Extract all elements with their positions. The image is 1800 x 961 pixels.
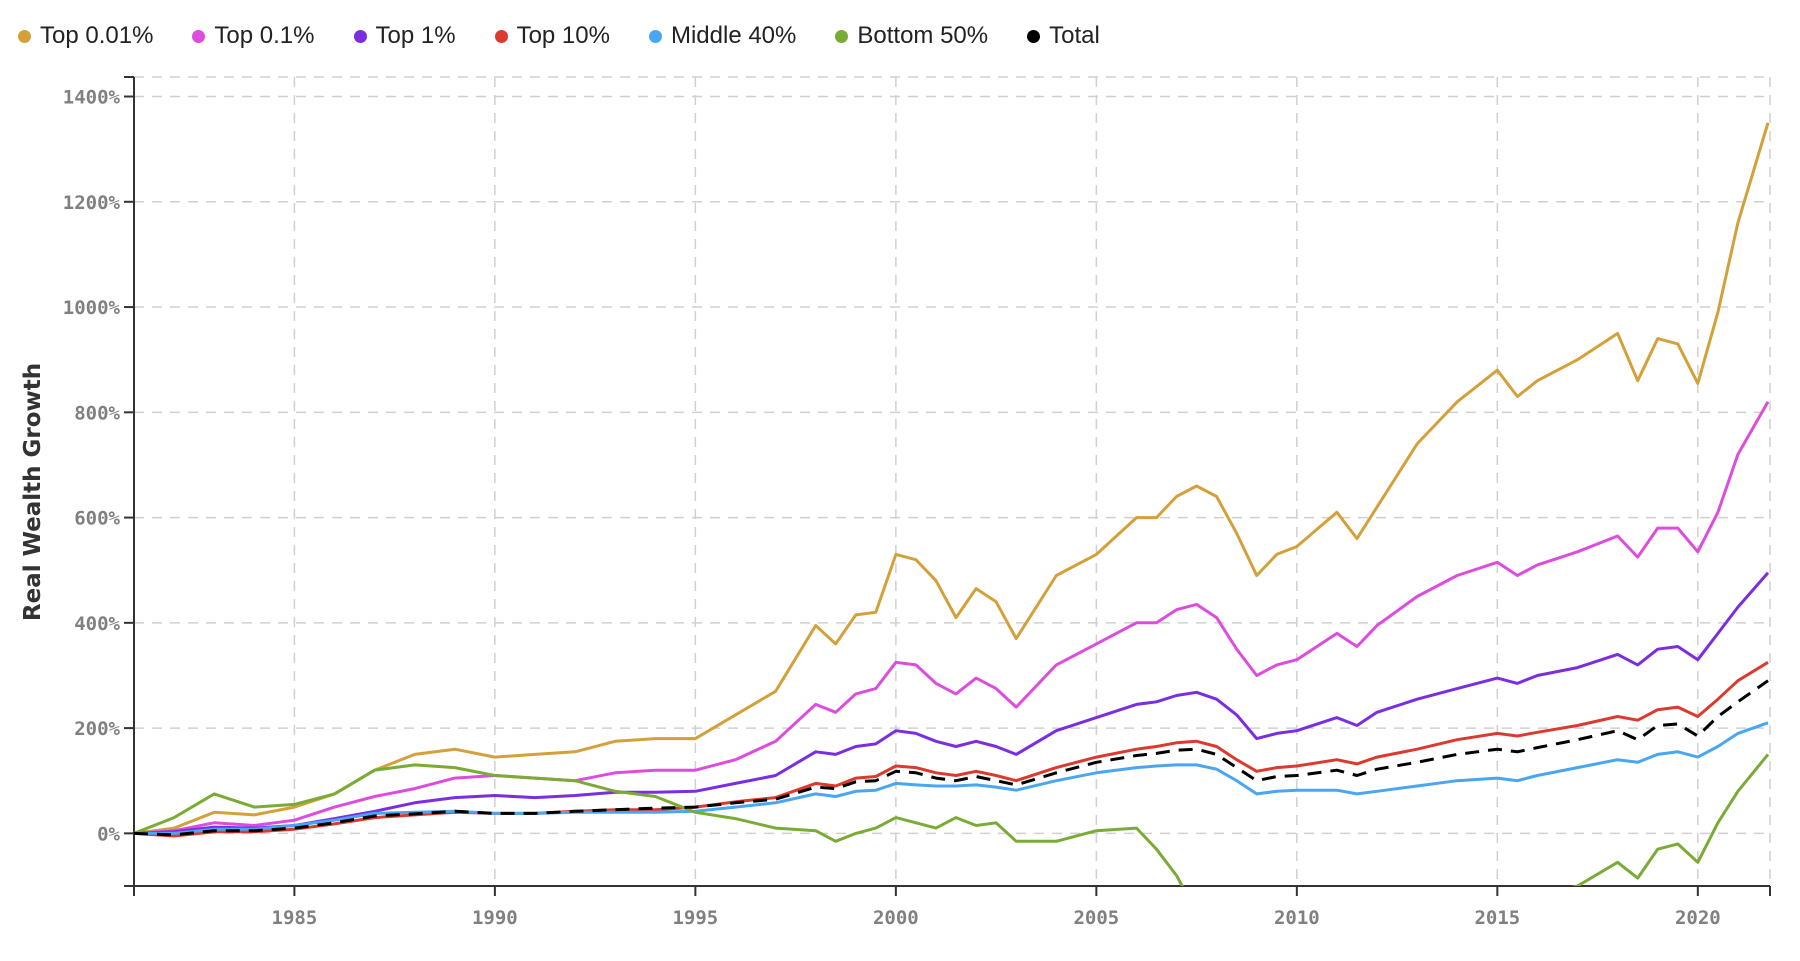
legend-item-top-0-01[interactable]: Top 0.01% — [18, 22, 153, 50]
x-tick-label: 2020 — [1675, 907, 1721, 929]
legend-dot-icon — [835, 29, 849, 43]
legend-item-top-0-1[interactable]: Top 0.1% — [192, 22, 315, 50]
legend-dot-icon — [494, 29, 508, 43]
legend-dot-icon — [18, 29, 31, 43]
legend-item-middle-40[interactable]: Middle 40% — [648, 22, 797, 50]
legend-label: Top 0.1% — [214, 22, 315, 49]
legend-dot-icon — [192, 29, 206, 43]
legend-label: Top 10% — [516, 22, 610, 49]
x-tick-label: 1985 — [272, 907, 318, 929]
legend-label: Top 0.01% — [40, 22, 154, 49]
grid — [134, 76, 1771, 886]
series-line-top-1-[interactable] — [134, 571, 1770, 835]
series-line-total[interactable] — [134, 679, 1769, 837]
legend-item-top-10[interactable]: Top 10% — [494, 22, 610, 50]
legend-label: Middle 40% — [670, 22, 797, 49]
x-tick-label: 2000 — [873, 907, 919, 929]
x-tick-label: 1990 — [472, 907, 518, 929]
series-line-bottom-50-[interactable] — [134, 753, 1770, 961]
y-axis-label: Real Wealth Growth — [20, 363, 46, 621]
legend-dot-icon — [353, 29, 367, 43]
y-tick-label: 1000% — [63, 297, 121, 319]
x-tick-label: 1995 — [672, 907, 718, 929]
y-tick-label: 0% — [97, 823, 120, 845]
chart-legend: Top 0.01% Top 0.1% Top 1% Top 10% Middle… — [18, 22, 1139, 50]
legend-dot-icon — [648, 29, 662, 43]
y-tick-label: 600% — [74, 508, 120, 530]
axes: 0% 200% 400% 600% 800% 1000% 1200% 1400% 1985 199… — [63, 76, 1771, 929]
y-tick-label: 400% — [74, 613, 120, 635]
y-tick-label: 800% — [74, 402, 120, 424]
legend-dot-icon — [1027, 29, 1041, 43]
legend-item-top-1[interactable]: Top 1% — [353, 22, 456, 50]
y-tick-label: 1200% — [63, 192, 121, 214]
series-group — [134, 122, 1770, 961]
legend-item-bottom-50[interactable]: Bottom 50% — [835, 22, 988, 50]
legend-label: Top 1% — [375, 22, 456, 49]
series-line-top-0-01-[interactable] — [134, 122, 1770, 835]
y-tick-label: 1400% — [63, 87, 121, 109]
legend-label: Bottom 50% — [857, 22, 989, 49]
legend-item-total[interactable]: Total — [1027, 22, 1100, 50]
x-tick-label: 2010 — [1274, 907, 1320, 929]
x-tick-label: 2005 — [1073, 907, 1119, 929]
x-tick-label: 2015 — [1474, 907, 1520, 929]
legend-label: Total — [1049, 22, 1100, 49]
y-tick-label: 200% — [74, 718, 120, 740]
